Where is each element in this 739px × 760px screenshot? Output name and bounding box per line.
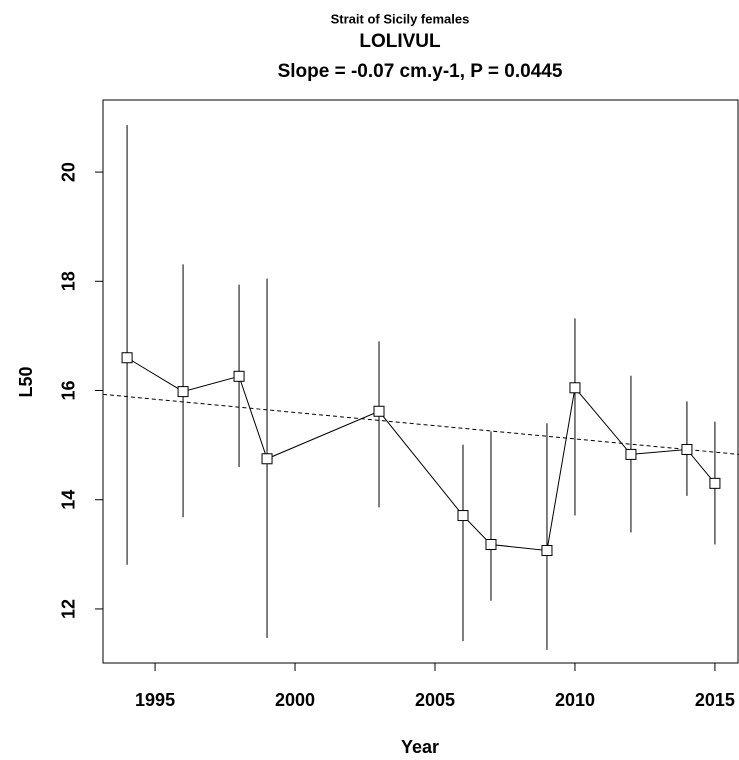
data-point — [373, 405, 385, 417]
chart-subtitle: LOLIVUL — [359, 31, 441, 52]
data-point — [121, 352, 133, 364]
trend-line — [102, 393, 739, 455]
x-tick-label: 1995 — [135, 690, 175, 710]
data-point — [261, 453, 273, 465]
data-point — [625, 448, 637, 460]
plot-frame — [102, 99, 739, 664]
x-axis-label: Year — [401, 737, 439, 757]
x-tick-label: 2005 — [415, 690, 455, 710]
x-tick-label: 2010 — [555, 690, 595, 710]
chart-title: Strait of Sicily females — [331, 11, 470, 26]
y-tick-label: 16 — [59, 380, 79, 400]
y-axis-label: L50 — [16, 366, 36, 397]
x-tick-label: 2015 — [695, 690, 735, 710]
y-tick-label: 12 — [59, 599, 79, 619]
data-point — [709, 477, 721, 489]
data-point — [681, 443, 693, 455]
y-tick-label: 20 — [59, 162, 79, 182]
data-point — [485, 539, 497, 551]
data-point — [457, 510, 469, 522]
annotation: Slope = -0.07 cm.y-1, P = 0.0445 — [278, 61, 563, 82]
data-point — [233, 370, 245, 382]
data-point — [177, 386, 189, 398]
data-point — [569, 382, 581, 394]
y-tick-label: 18 — [59, 271, 79, 291]
data-point — [541, 545, 553, 557]
x-tick-label: 2000 — [275, 690, 315, 710]
y-tick-label: 14 — [59, 490, 79, 510]
data-line — [126, 357, 716, 552]
